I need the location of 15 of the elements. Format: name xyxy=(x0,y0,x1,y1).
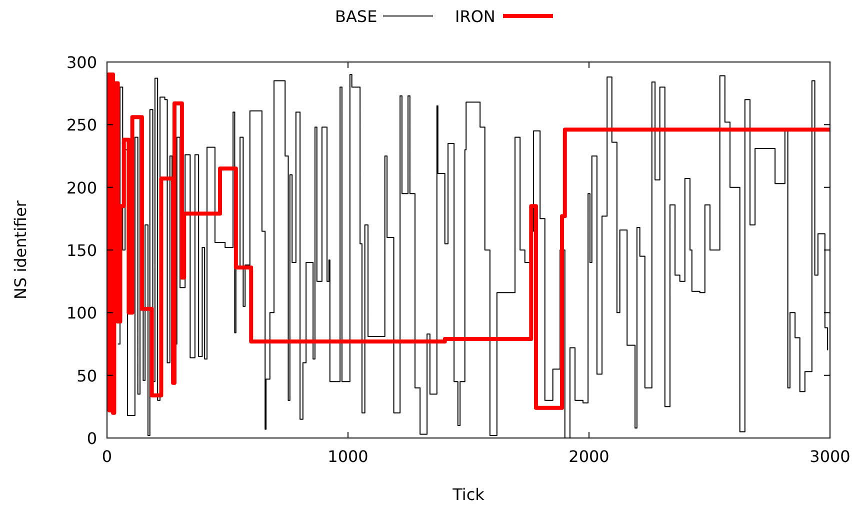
legend-label: IRON xyxy=(455,7,496,26)
x-tick-label: 1000 xyxy=(328,447,368,466)
x-tick-label: 2000 xyxy=(568,447,610,466)
x-axis-title: Tick xyxy=(452,485,486,504)
legend-label: BASE xyxy=(335,7,378,26)
y-axis-title: NS identifier xyxy=(11,200,30,300)
y-tick-label: 150 xyxy=(66,241,97,260)
y-tick-label: 50 xyxy=(76,366,97,386)
y-tick-label: 100 xyxy=(66,304,97,323)
x-tick-label: 0 xyxy=(102,447,112,466)
y-tick-label: 250 xyxy=(66,116,97,135)
y-tick-label: 300 xyxy=(66,53,97,72)
y-tick-label: 0 xyxy=(86,429,97,448)
x-tick-label: 3000 xyxy=(810,447,850,466)
y-tick-label: 200 xyxy=(66,178,97,198)
